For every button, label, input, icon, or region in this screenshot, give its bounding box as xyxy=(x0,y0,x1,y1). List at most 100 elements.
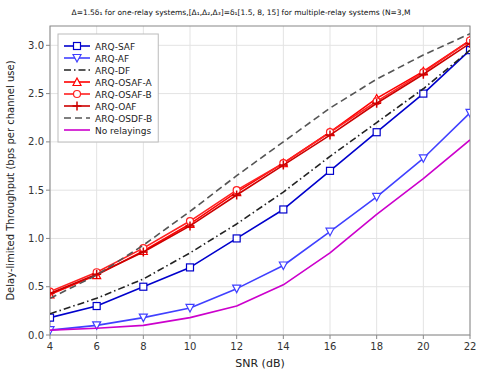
legend: ARQ-SAFARQ-AFARQ-DFARQ-OSAF-AARQ-OSAF-BA… xyxy=(58,34,158,142)
point xyxy=(139,314,147,322)
x-tick xyxy=(376,335,377,339)
y-tick xyxy=(46,45,50,46)
y-tick-label: 2.0 xyxy=(28,136,44,147)
y-tick-label: 1.0 xyxy=(28,233,44,244)
point xyxy=(419,70,428,79)
series xyxy=(50,50,470,314)
y-tick-label: 0.5 xyxy=(28,281,44,292)
x-grid-line xyxy=(190,26,191,335)
point xyxy=(327,167,334,174)
series xyxy=(50,109,470,334)
series-line xyxy=(50,50,470,314)
point xyxy=(139,247,148,256)
x-tick-label: 18 xyxy=(370,341,383,352)
x-tick xyxy=(190,335,191,339)
point xyxy=(186,304,194,312)
series-line xyxy=(50,40,470,294)
point xyxy=(280,206,287,213)
series xyxy=(50,39,470,298)
point xyxy=(187,264,194,271)
x-tick-label: 20 xyxy=(417,341,430,352)
legend-label: ARQ-SAF xyxy=(95,42,135,52)
x-tick xyxy=(283,335,284,339)
y-tick-label: 2.5 xyxy=(28,88,44,99)
plot-frame xyxy=(50,26,470,335)
point xyxy=(373,129,380,136)
point xyxy=(93,303,100,310)
point xyxy=(326,228,334,236)
series-line xyxy=(50,43,470,293)
point xyxy=(186,221,195,230)
x-tick xyxy=(236,335,237,339)
series xyxy=(50,140,470,330)
legend-label: ARQ-OAF xyxy=(95,102,137,112)
title: Δ=1.5δ₁ for one-relay systems,[Δ₁,Δ₂,Δ₃]… xyxy=(72,8,411,17)
point xyxy=(419,155,427,163)
y-grid-line xyxy=(50,238,470,239)
y-axis-label: Delay-limited Throughput (bps per channe… xyxy=(5,60,16,300)
legend-marker xyxy=(73,102,82,111)
x-tick-label: 8 xyxy=(140,341,146,352)
x-tick xyxy=(96,335,97,339)
y-tick xyxy=(46,335,50,336)
y-grid-line xyxy=(50,286,470,287)
point xyxy=(279,262,287,270)
y-tick-label: 0.0 xyxy=(28,330,44,341)
x-axis-label: SNR (dB) xyxy=(235,357,284,370)
point xyxy=(373,193,381,201)
legend-handle xyxy=(64,117,90,119)
x-tick-label: 4 xyxy=(47,341,53,352)
legend-marker xyxy=(73,55,81,63)
x-tick-label: 14 xyxy=(277,341,290,352)
point xyxy=(466,39,471,48)
legend-label: ARQ-DF xyxy=(95,66,130,76)
point xyxy=(233,285,241,293)
legend-marker xyxy=(73,78,81,86)
point xyxy=(140,283,147,290)
series-line xyxy=(50,140,470,330)
legend-marker xyxy=(74,43,81,50)
legend-label: ARQ-AF xyxy=(95,54,129,64)
y-tick xyxy=(46,141,50,142)
x-grid-line xyxy=(330,26,331,335)
x-grid-line xyxy=(283,26,284,335)
y-tick xyxy=(46,238,50,239)
legend-handle xyxy=(64,69,90,71)
point xyxy=(232,190,241,199)
series-line xyxy=(50,34,470,299)
plot-area xyxy=(50,26,470,335)
legend-box xyxy=(58,34,158,142)
x-tick-label: 6 xyxy=(93,341,99,352)
series-line xyxy=(50,113,470,330)
series xyxy=(50,34,470,299)
axes: 4 6 8 10 12 14 16 18 20 22 0.0 0.5 1.0 1.5 2.0 2.5 3.0 xyxy=(28,40,476,352)
legend-handle xyxy=(64,129,90,131)
point xyxy=(372,99,381,108)
series-group xyxy=(50,34,470,334)
x-tick xyxy=(50,335,51,339)
y-tick xyxy=(46,93,50,94)
y-tick-label: 3.0 xyxy=(28,40,44,51)
point xyxy=(233,235,240,242)
point xyxy=(326,131,335,140)
x-tick-label: 16 xyxy=(324,341,337,352)
y-tick-label: 1.5 xyxy=(28,185,44,196)
chart: 4 6 8 10 12 14 16 18 20 22 0.0 0.5 1.0 1.5 2.0 2.5 3.0 SN… xyxy=(0,0,482,375)
x-tick-label: 22 xyxy=(464,341,477,352)
point xyxy=(279,161,288,170)
legend-label: No relayings xyxy=(95,126,151,136)
x-grid-line xyxy=(376,26,377,335)
legend-label: ARQ-OSDF-B xyxy=(95,114,152,124)
x-tick xyxy=(423,335,424,339)
x-tick xyxy=(330,335,331,339)
y-tick xyxy=(46,190,50,191)
x-tick-label: 10 xyxy=(184,341,197,352)
x-tick xyxy=(470,335,471,339)
point xyxy=(466,109,470,117)
x-tick-label: 12 xyxy=(230,341,243,352)
point xyxy=(50,314,54,321)
legend-label: ARQ-OSAF-A xyxy=(95,78,153,88)
grid xyxy=(50,26,470,335)
legend-marker xyxy=(74,91,81,98)
y-tick xyxy=(46,286,50,287)
